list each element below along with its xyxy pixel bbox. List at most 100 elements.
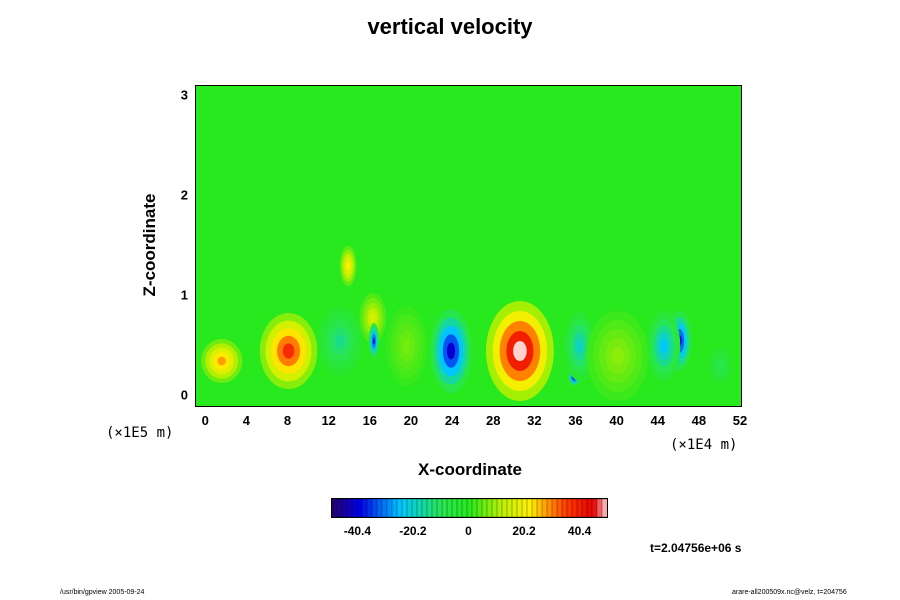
colorbar-segment <box>566 499 573 517</box>
colorbar-segment <box>596 499 603 517</box>
velocity-cell-13 <box>586 311 649 401</box>
colorbar-segment <box>466 499 473 517</box>
colorbar-segment <box>381 499 388 517</box>
footer-left: /usr/bin/gpview 2005-09-24 <box>60 589 145 596</box>
colorbar-segment <box>406 499 413 517</box>
velocity-cell-9 <box>564 311 595 381</box>
velocity-cell-14 <box>386 306 428 386</box>
colorbar-segment <box>431 499 438 517</box>
heatmap-field <box>196 86 741 406</box>
colorbar-tick-label: 20.2 <box>512 524 536 538</box>
velocity-cell-0 <box>485 301 554 401</box>
colorbar-segment <box>496 499 503 517</box>
y-tick-label: 2 <box>180 187 188 203</box>
velocity-cell-4 <box>359 293 387 343</box>
colorbar-segment <box>426 499 433 517</box>
colorbar-segment <box>571 499 578 517</box>
colorbar-segment <box>341 499 348 517</box>
colorbar-segment <box>336 499 343 517</box>
colorbar-tick-label: 40.4 <box>567 524 592 538</box>
y-tick-label: 1 <box>180 287 188 303</box>
colorbar-segment <box>396 499 403 517</box>
x-axis-unit: (×1E4 m) <box>670 437 738 453</box>
colorbar-segment <box>576 499 583 517</box>
colorbar-segment <box>461 499 468 517</box>
colorbar-segment <box>556 499 563 517</box>
footer-right: arare-all200509x.nc@velz, t=204756 <box>732 589 847 596</box>
time-label: t=2.04756e+06 s <box>650 541 742 555</box>
velocity-cell-1 <box>259 313 318 389</box>
velocity-cell-11 <box>647 311 681 381</box>
colorbar-segment <box>456 499 463 517</box>
colorbar-tick-label: -20.2 <box>399 524 427 538</box>
colorbar-segment <box>546 499 553 517</box>
colorbar-segment <box>416 499 423 517</box>
colorbar-segment <box>481 499 488 517</box>
x-tick-label: 48 <box>691 413 707 428</box>
y-tick-label: 3 <box>180 87 188 103</box>
colorbar-segment <box>526 499 533 517</box>
x-axis-label: X-coordinate <box>418 460 522 479</box>
colorbar <box>331 498 608 518</box>
colorbar-segment <box>421 499 428 517</box>
colorbar-segment <box>446 499 453 517</box>
colorbar-gradient <box>332 499 607 517</box>
velocity-cell-5 <box>368 323 380 359</box>
colorbar-segment <box>361 499 368 517</box>
colorbar-segment <box>476 499 483 517</box>
colorbar-segment <box>351 499 358 517</box>
y-axis-unit: (×1E5 m) <box>106 425 174 441</box>
x-tick-label: 16 <box>362 413 378 428</box>
x-tick-label: 24 <box>444 413 460 428</box>
x-tick-label: 36 <box>568 413 583 428</box>
colorbar-segment <box>536 499 543 517</box>
colorbar-segment <box>391 499 398 517</box>
colorbar-segment <box>581 499 588 517</box>
y-axis-label: Z-coordinate <box>140 193 159 297</box>
colorbar-segment <box>491 499 498 517</box>
chart-title: vertical velocity <box>367 14 533 39</box>
x-tick-label: 28 <box>485 413 501 428</box>
colorbar-segment <box>386 499 393 517</box>
colorbar-segment <box>471 499 478 517</box>
colorbar-segment <box>601 499 607 517</box>
colorbar-segment <box>541 499 548 517</box>
velocity-cell-3 <box>339 246 357 286</box>
colorbar-tick-label: -40.4 <box>343 524 372 538</box>
colorbar-segment <box>551 499 558 517</box>
colorbar-segment <box>441 499 448 517</box>
colorbar-segment <box>586 499 593 517</box>
x-tick-label: 44 <box>650 413 665 428</box>
colorbar-segment <box>506 499 513 517</box>
x-tick-label: 8 <box>283 413 292 428</box>
x-tick-label: 52 <box>732 413 748 428</box>
colorbar-tick-label: 0 <box>465 524 472 538</box>
x-tick-label: 20 <box>403 413 419 428</box>
colorbar-segment <box>411 499 418 517</box>
colorbar-segment <box>346 499 353 517</box>
colorbar-segment <box>401 499 408 517</box>
colorbar-segment <box>501 499 508 517</box>
x-tick-label: 12 <box>321 413 336 428</box>
colorbar-segment <box>436 499 443 517</box>
colorbar-segment <box>356 499 363 517</box>
x-tick-label: 0 <box>201 413 209 428</box>
colorbar-segment <box>332 499 338 517</box>
colorbar-segment <box>371 499 378 517</box>
colorbar-segment <box>591 499 598 517</box>
colorbar-segment <box>561 499 568 517</box>
velocity-cell-12 <box>708 346 733 386</box>
velocity-cell-2 <box>201 339 243 383</box>
x-tick-label: 32 <box>527 413 542 428</box>
y-tick-label: 0 <box>180 387 188 403</box>
colorbar-segment <box>511 499 518 517</box>
colorbar-segment <box>376 499 383 517</box>
colorbar-segment <box>516 499 523 517</box>
colorbar-segment <box>531 499 538 517</box>
plot-area <box>195 85 742 407</box>
velocity-cell-7 <box>430 309 472 393</box>
velocity-cell-6 <box>317 306 363 376</box>
colorbar-segment <box>521 499 528 517</box>
colorbar-segment <box>451 499 458 517</box>
colorbar-segment <box>486 499 493 517</box>
